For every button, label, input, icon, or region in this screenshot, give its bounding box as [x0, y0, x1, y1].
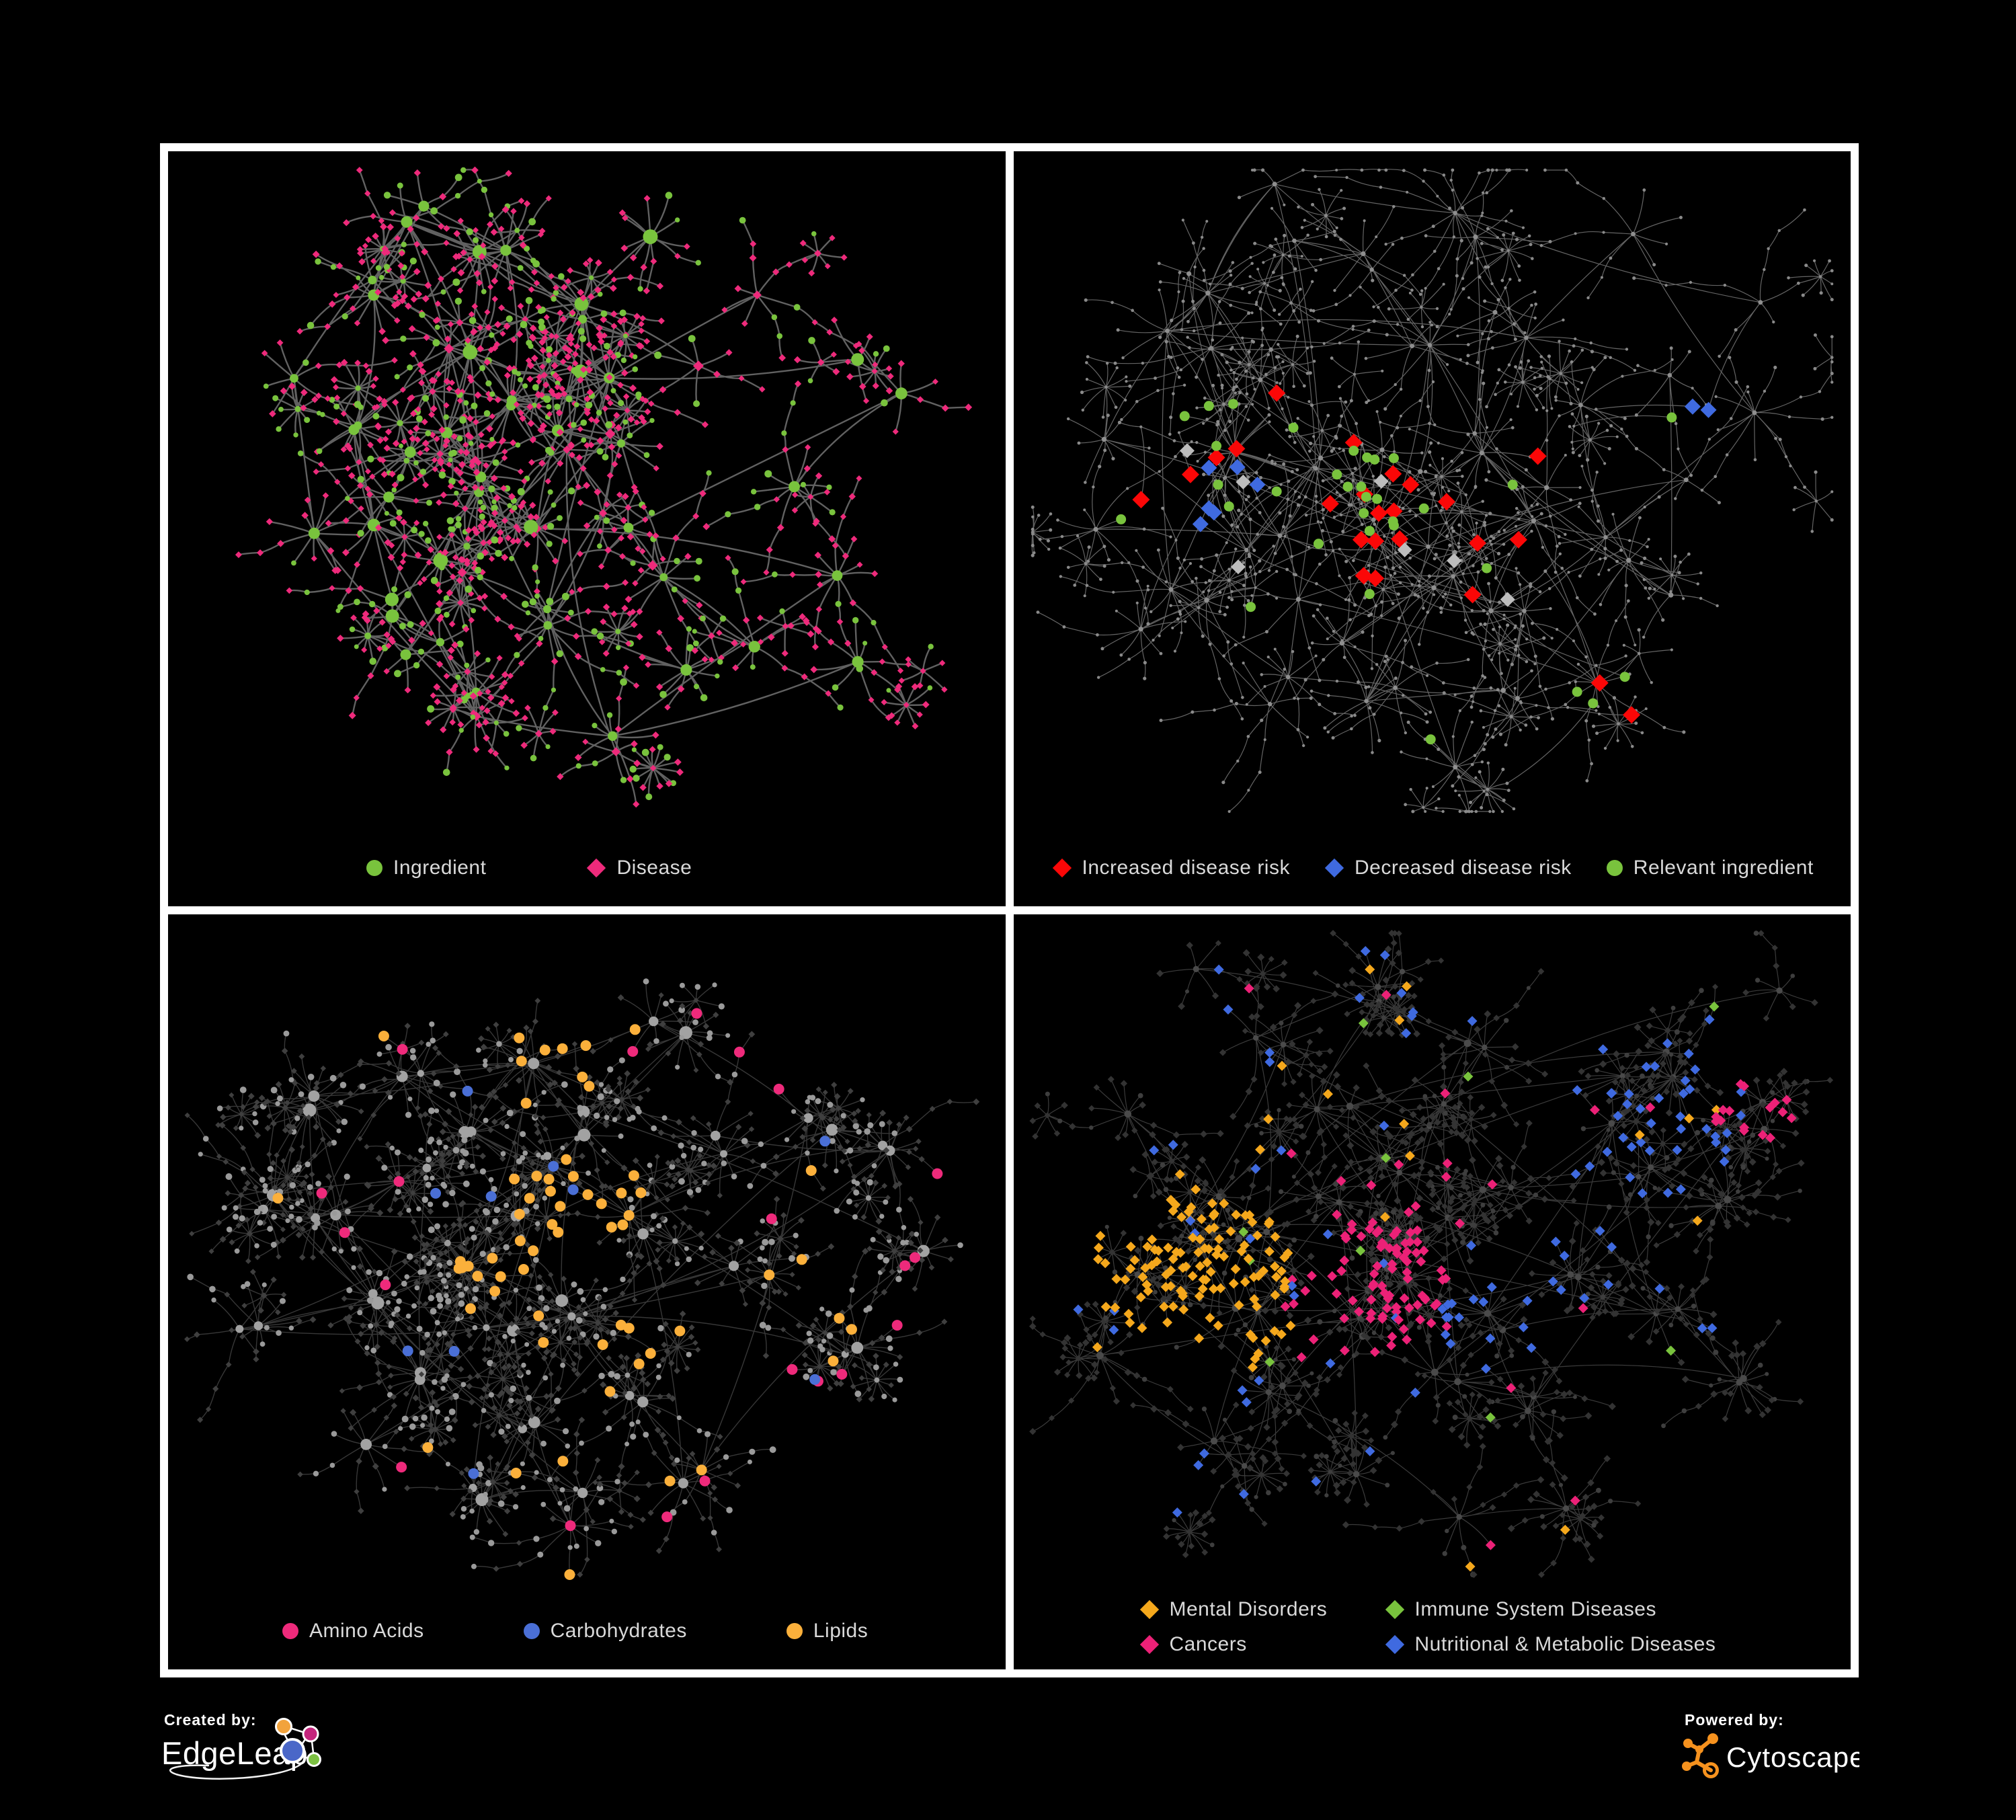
cytoscape-network-glyph — [1682, 1733, 1719, 1778]
cytoscape-wordmark: Cytoscape — [1726, 1741, 1859, 1773]
legend-item-immune-system-diseases: Immune System Diseases — [1385, 1598, 1716, 1621]
highlight-nodes-layer — [272, 1008, 943, 1580]
edges-layer — [187, 981, 977, 1575]
edges-layer — [1031, 169, 1832, 812]
legend-label: Increased disease risk — [1082, 857, 1290, 879]
legend-label: Relevant ingredient — [1633, 857, 1814, 879]
nodes-layer — [1031, 168, 1834, 814]
legend-label: Nutritional & Metabolic Diseases — [1414, 1633, 1716, 1655]
edgeleap-logo: Created by: EdgeLeap — [161, 1711, 321, 1780]
network-graph-ingredient-classes — [184, 978, 980, 1580]
legend-label: Disease — [616, 857, 692, 879]
legend-swatch-diamond — [1385, 1634, 1404, 1655]
legend-label: Cancers — [1169, 1633, 1247, 1655]
legend-label: Immune System Diseases — [1414, 1598, 1656, 1620]
panel-disease-classes: Mental Disorders Cancers Immune System Dis… — [1013, 914, 1851, 1669]
nodes-layer — [235, 166, 973, 808]
legend-swatch-circle — [1606, 860, 1623, 876]
legend-ingredient-disease: Ingredient Disease — [366, 857, 692, 879]
edgeleap-credit: Created by: EdgeLeap — [160, 1711, 335, 1789]
legend-item-carbohydrates: Carbohydrates — [523, 1620, 687, 1643]
legend-swatch-circle — [366, 860, 382, 876]
edgeleap-node-blue — [280, 1738, 305, 1764]
legend-item-nutritional-metabolic-diseases: Nutritional & Metabolic Diseases — [1385, 1633, 1716, 1656]
panels-frame: Ingredient Disease Increased disease risk… — [160, 143, 1859, 1677]
edgeleap-network-glyph — [169, 1718, 321, 1780]
created-by-label: Created by: — [164, 1712, 257, 1729]
legend-swatch-circle — [523, 1623, 540, 1639]
legend-disease-classes: Mental Disorders Cancers Immune System Dis… — [1139, 1598, 1716, 1656]
legend-item-disease: Disease — [587, 857, 692, 879]
cytoscape-credit: Powered by: Cytoscape — [1678, 1711, 1865, 1789]
legend-label: Ingredient — [393, 857, 487, 879]
legend-item-ingredient: Ingredient — [366, 857, 486, 879]
cytoscape-logo: Powered by: Cytoscape — [1682, 1711, 1865, 1778]
panel-ingredient-disease: Ingredient Disease — [168, 151, 1006, 906]
edgeleap-node-green — [307, 1752, 321, 1767]
edges-layer — [1031, 933, 1830, 1575]
legend-disease-risk: Increased disease risk Decreased disease … — [1052, 857, 1814, 879]
highlight-nodes-layer — [1115, 384, 1717, 745]
legend-label: Mental Disorders — [1169, 1598, 1328, 1620]
legend-label: Amino Acids — [309, 1620, 424, 1642]
edgeleap-node-orange — [275, 1718, 292, 1735]
legend-swatch-diamond — [587, 858, 606, 878]
legend-label: Carbohydrates — [550, 1620, 687, 1642]
legend-item-relevant-ingredient: Relevant ingredient — [1606, 857, 1814, 879]
network-graph-disease-classes — [1029, 929, 1833, 1579]
legend-swatch-diamond — [1385, 1599, 1404, 1620]
network-graph-ingredient-disease — [235, 166, 973, 808]
powered-by-label: Powered by: — [1685, 1712, 1784, 1729]
highlight-nodes-layer — [1072, 946, 1797, 1572]
network-graph-disease-risk — [1031, 168, 1834, 814]
legend-item-mental-disorders: Mental Disorders — [1139, 1598, 1385, 1621]
panel-ingredient-classes: Amino Acids Carbohydrates Lipids — [168, 914, 1006, 1669]
edges-layer — [238, 169, 969, 805]
legend-swatch-diamond — [1052, 858, 1072, 878]
legend-item-lipids: Lipids — [786, 1620, 869, 1643]
legend-ingredient-classes: Amino Acids Carbohydrates Lipids — [282, 1620, 868, 1643]
legend-item-cancers: Cancers — [1139, 1633, 1385, 1656]
nodes-layer — [184, 978, 980, 1578]
legend-swatch-circle — [282, 1623, 298, 1639]
legend-swatch-diamond — [1324, 858, 1344, 878]
legend-item-amino-acids: Amino Acids — [282, 1620, 424, 1643]
legend-label: Decreased disease risk — [1354, 857, 1572, 879]
legend-item-decreased-disease-risk: Decreased disease risk — [1324, 857, 1572, 879]
legend-swatch-diamond — [1139, 1634, 1159, 1655]
panel-disease-risk: Increased disease risk Decreased disease … — [1013, 151, 1851, 906]
legend-item-increased-disease-risk: Increased disease risk — [1052, 857, 1290, 879]
legend-swatch-circle — [786, 1623, 803, 1639]
legend-label: Lipids — [813, 1620, 869, 1642]
legend-swatch-diamond — [1139, 1599, 1159, 1620]
edgeleap-node-magenta — [302, 1725, 319, 1743]
